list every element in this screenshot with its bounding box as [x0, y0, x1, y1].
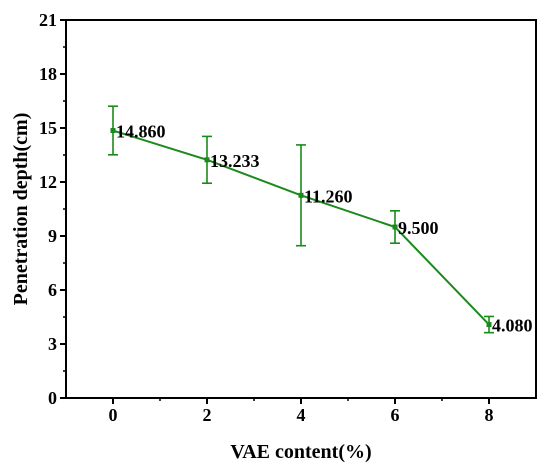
data-point — [204, 157, 210, 163]
y-tick-label: 0 — [48, 388, 57, 408]
y-tick-label: 3 — [48, 334, 57, 354]
y-tick-label: 21 — [39, 10, 57, 30]
data-point — [110, 128, 116, 134]
data-label: 9.500 — [398, 218, 439, 238]
data-label: 14.860 — [116, 122, 166, 142]
y-tick-label: 9 — [48, 226, 57, 246]
y-tick-label: 6 — [48, 280, 57, 300]
x-tick-label: 2 — [203, 405, 212, 425]
data-label: 11.260 — [304, 186, 353, 206]
data-point — [486, 322, 492, 328]
x-tick-label: 4 — [297, 405, 306, 425]
data-labels: 14.860 13.233 11.260 9.500 4.080 — [116, 122, 533, 336]
y-axis-title: Penetration depth(cm) — [10, 113, 32, 306]
x-tick-label: 8 — [485, 405, 494, 425]
y-tick-label: 15 — [39, 118, 57, 138]
x-tick-label: 0 — [109, 405, 118, 425]
y-tick-label: 18 — [39, 64, 57, 84]
x-axis-title: VAE content(%) — [230, 441, 371, 463]
data-label: 4.080 — [492, 316, 533, 336]
y-axis-ticks: 0 3 6 9 12 15 18 21 — [39, 10, 66, 408]
y-tick-label: 12 — [39, 172, 57, 192]
data-label: 13.233 — [210, 151, 260, 171]
data-points — [110, 128, 492, 328]
data-point — [392, 224, 398, 230]
x-axis-ticks: 0 2 4 6 8 — [109, 398, 494, 425]
x-tick-label: 6 — [391, 405, 400, 425]
data-point — [298, 192, 304, 198]
